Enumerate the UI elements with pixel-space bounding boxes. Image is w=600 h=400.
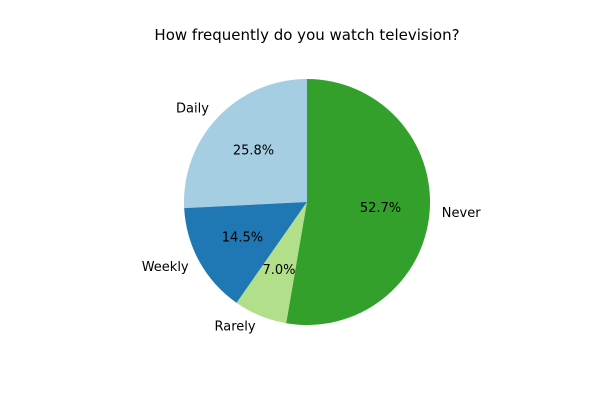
pie-percent-label-weekly: 14.5%: [222, 230, 263, 245]
pie-slices: [184, 79, 431, 325]
pie-slice-rarely: [236, 202, 307, 324]
pie-category-label-never: Never: [442, 206, 481, 221]
pie-percent-label-daily: 25.8%: [233, 144, 274, 159]
pie-percent-label-rarely: 7.0%: [262, 263, 295, 278]
pie-slice-weekly: [184, 202, 307, 303]
pie-labels: 25.8% Daily 14.5% Weekly 7.0% Rarely 52.7% Neve…: [142, 101, 482, 334]
pie-percent-label-never: 52.7%: [360, 201, 401, 216]
chart-title: How frequently do you watch television?: [154, 26, 459, 44]
pie-slice-never: [286, 79, 431, 325]
pie-category-label-rarely: Rarely: [215, 320, 256, 335]
pie-category-label-weekly: Weekly: [142, 260, 189, 275]
pie-slice-daily: [184, 79, 307, 209]
pie-category-label-daily: Daily: [176, 101, 209, 116]
